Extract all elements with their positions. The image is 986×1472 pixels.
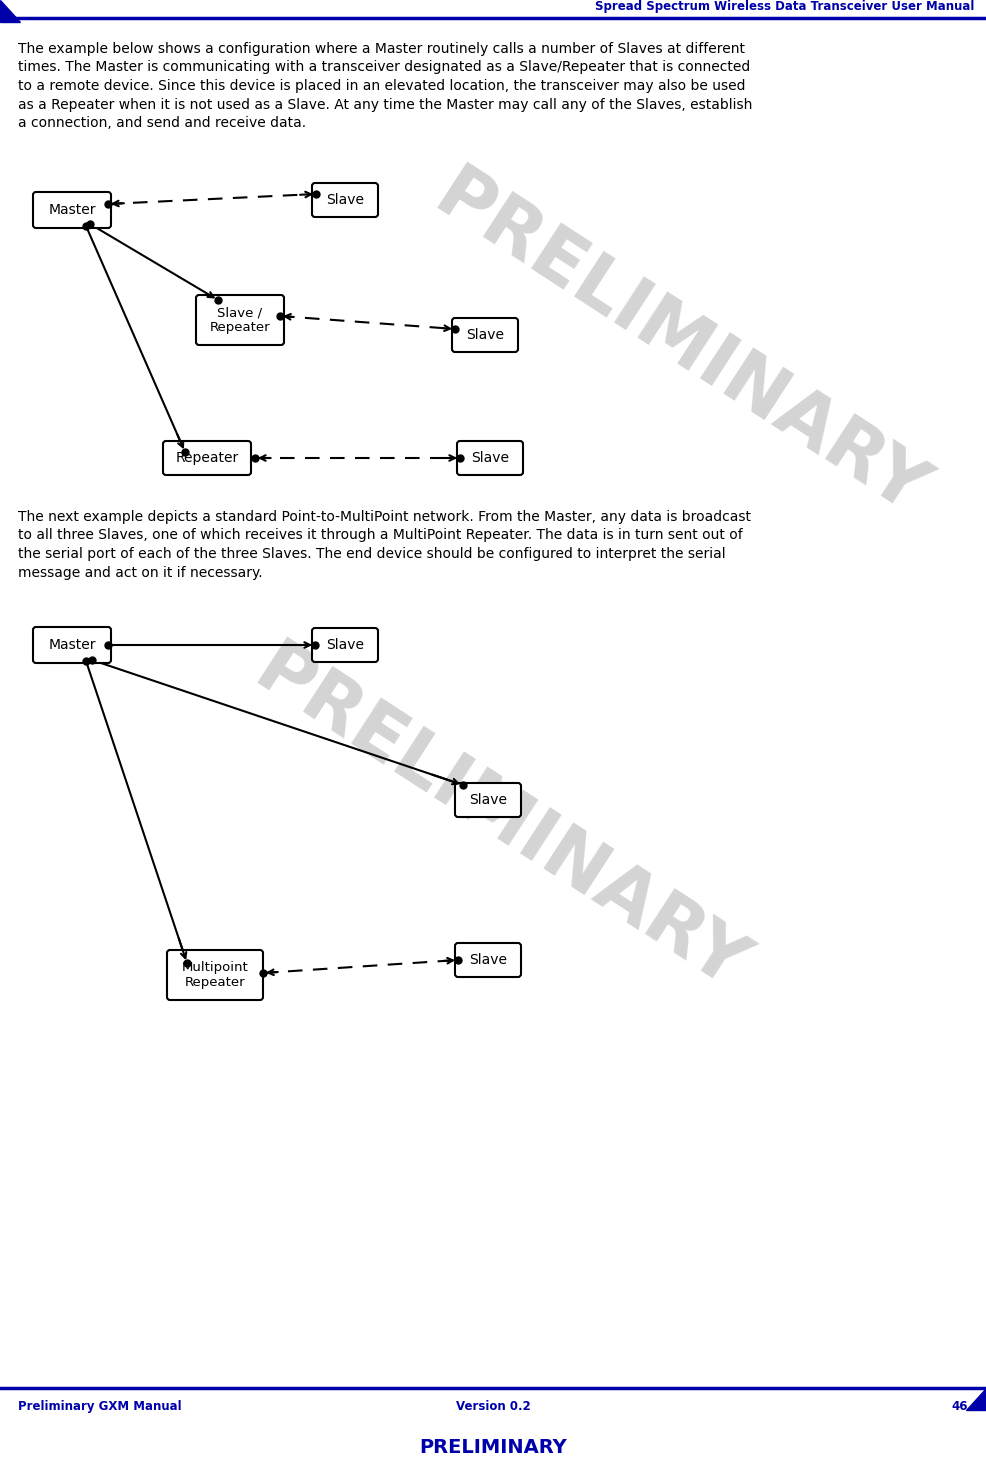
Text: The example below shows a configuration where a Master routinely calls a number : The example below shows a configuration … [18,43,745,56]
Text: as a Repeater when it is not used as a Slave. At any time the Master may call an: as a Repeater when it is not used as a S… [18,97,752,112]
FancyBboxPatch shape [167,949,263,999]
Text: times. The Master is communicating with a transceiver designated as a Slave/Repe: times. The Master is communicating with … [18,60,750,75]
FancyBboxPatch shape [163,442,251,475]
Text: Master: Master [48,203,96,216]
FancyBboxPatch shape [312,629,378,662]
FancyBboxPatch shape [452,318,518,352]
Text: PRELIMINARY: PRELIMINARY [421,159,940,531]
FancyBboxPatch shape [33,191,111,228]
FancyBboxPatch shape [33,627,111,662]
Text: PRELIMINARY: PRELIMINARY [241,634,759,1005]
Polygon shape [966,1388,986,1410]
Text: the serial port of each of the three Slaves. The end device should be configured: the serial port of each of the three Sla… [18,548,726,561]
Text: Slave: Slave [466,328,504,342]
FancyBboxPatch shape [312,183,378,216]
Text: Slave: Slave [471,450,509,465]
FancyBboxPatch shape [196,294,284,344]
FancyBboxPatch shape [457,442,523,475]
Text: message and act on it if necessary.: message and act on it if necessary. [18,565,262,580]
Text: Slave: Slave [469,952,507,967]
Text: to all three Slaves, one of which receives it through a MultiPoint Repeater. The: to all three Slaves, one of which receiv… [18,528,742,543]
Text: Repeater: Repeater [176,450,239,465]
Text: Slave /
Repeater: Slave / Repeater [210,306,270,334]
Polygon shape [0,0,20,22]
Text: Version 0.2: Version 0.2 [456,1400,530,1413]
Text: Preliminary GXM Manual: Preliminary GXM Manual [18,1400,181,1413]
Text: to a remote device. Since this device is placed in an elevated location, the tra: to a remote device. Since this device is… [18,79,745,93]
Text: Slave: Slave [469,793,507,807]
FancyBboxPatch shape [455,783,521,817]
Text: Slave: Slave [326,193,364,208]
Text: a connection, and send and receive data.: a connection, and send and receive data. [18,116,306,130]
Text: PRELIMINARY: PRELIMINARY [419,1438,567,1457]
FancyBboxPatch shape [455,944,521,977]
Text: Multipoint
Repeater: Multipoint Repeater [181,961,248,989]
Text: 46: 46 [951,1400,968,1413]
Text: Spread Spectrum Wireless Data Transceiver User Manual: Spread Spectrum Wireless Data Transceive… [595,0,974,13]
Text: Master: Master [48,637,96,652]
Text: Slave: Slave [326,637,364,652]
Text: The next example depicts a standard Point-to-MultiPoint network. From the Master: The next example depicts a standard Poin… [18,509,751,524]
